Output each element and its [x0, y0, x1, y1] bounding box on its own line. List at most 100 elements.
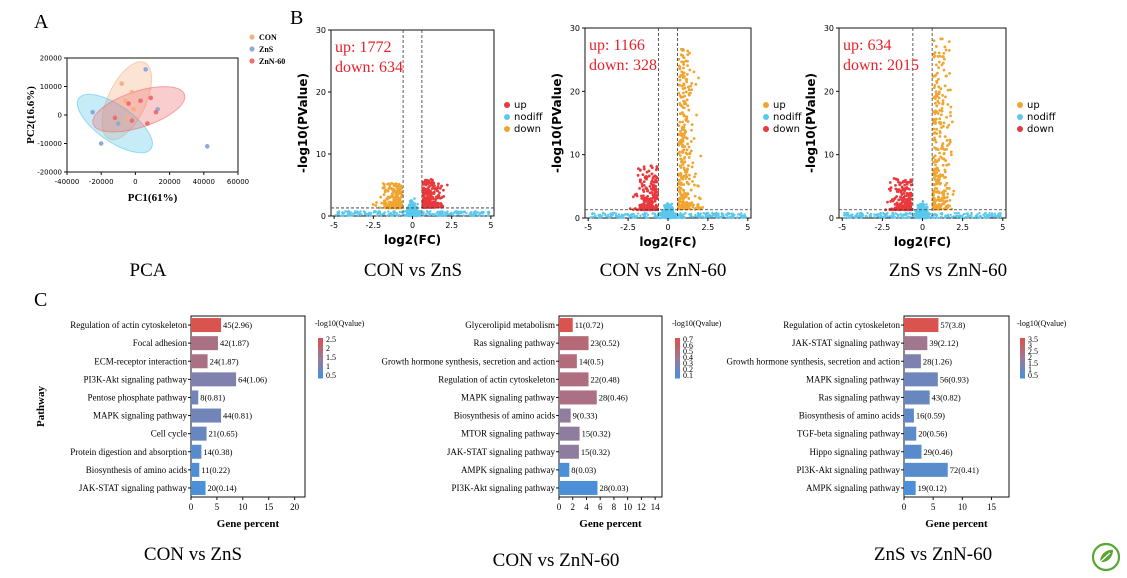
- volcano-x-tick-label: -2.5: [875, 223, 891, 232]
- volcano-point-up: [681, 201, 684, 205]
- enrich-x-tick-label: 15: [264, 502, 274, 512]
- enrich-legend-title: -log10(Qvalue): [1017, 319, 1067, 328]
- enrich-category-label: MAPK signaling pathway: [461, 392, 555, 402]
- pca-point: [90, 109, 95, 115]
- enrich-legend-gradient-step: [318, 348, 323, 351]
- enrich-legend-gradient-step: [1020, 348, 1025, 351]
- enrich-x-axis-label: Gene percent: [579, 518, 642, 530]
- enrich-x-tick-label: 4: [584, 502, 589, 512]
- volcano-point-nodiff: [953, 212, 957, 215]
- volcano-point-nodiff: [974, 215, 977, 219]
- volcano-point-nodiff: [664, 212, 668, 216]
- volcano-point-nodiff: [623, 213, 626, 216]
- volcano-point-down: [399, 195, 403, 199]
- volcano-point-up: [938, 131, 942, 135]
- volcano-point-down: [905, 191, 909, 195]
- volcano-point-up: [681, 95, 684, 99]
- volcano-point-nodiff: [419, 214, 423, 217]
- volcano-point-up: [679, 181, 683, 185]
- volcano-point-up: [696, 184, 700, 188]
- volcano-point-up: [684, 195, 687, 199]
- volcano-point-down: [649, 187, 653, 191]
- volcano-point-up: [433, 187, 437, 191]
- volcano-point-down: [650, 172, 654, 176]
- volcano-point-up: [932, 206, 936, 210]
- volcano-point-nodiff: [593, 212, 596, 215]
- volcano-point-nodiff: [473, 214, 476, 218]
- volcano-point-nodiff: [925, 203, 928, 206]
- volcano-point-up: [683, 123, 687, 127]
- volcano-y-tick-label: 30: [824, 24, 834, 33]
- volcano-point-nodiff: [920, 212, 923, 215]
- volcano-point-down: [645, 205, 649, 209]
- enrich-category-label: Ras signaling pathway: [819, 392, 901, 402]
- volcano-point-up: [681, 137, 685, 141]
- volcano-point-up: [937, 60, 941, 64]
- volcano-point-up: [935, 127, 939, 131]
- volcano-point-nodiff: [688, 213, 691, 216]
- volcano-point-up: [685, 80, 689, 84]
- volcano-point-down: [652, 175, 656, 179]
- volcano-point-up: [432, 197, 435, 201]
- volcano-point-down: [640, 182, 644, 186]
- volcano-point-up: [944, 48, 948, 52]
- volcano-point-nodiff: [907, 216, 911, 219]
- volcano-point-nodiff: [711, 211, 714, 215]
- volcano-point-up: [691, 179, 694, 183]
- volcano-point-down: [388, 204, 392, 207]
- pca-point: [145, 121, 150, 126]
- volcano-point-down: [393, 198, 397, 202]
- volcano-point-up: [684, 115, 688, 119]
- volcano-point-up: [935, 104, 939, 108]
- enrich-x-tick-label: 2: [570, 502, 575, 512]
- volcano-point-down: [906, 187, 910, 191]
- volcano-point-nodiff: [940, 215, 943, 219]
- volcano-point-nodiff: [341, 214, 344, 217]
- volcano-point-down: [397, 201, 401, 205]
- volcano-point-up: [948, 199, 952, 202]
- volcano-point-up: [937, 77, 940, 81]
- volcano-point-down: [395, 192, 399, 196]
- volcano-point-up: [947, 40, 951, 44]
- volcano-point-nodiff: [383, 211, 386, 214]
- volcano-point-nodiff: [879, 212, 882, 215]
- volcano-point-down: [648, 208, 652, 212]
- volcano-point-nodiff: [359, 210, 362, 213]
- volcano-point-up: [938, 109, 942, 112]
- enrich-legend-gradient-step: [318, 356, 323, 359]
- volcano-point-nodiff: [860, 216, 863, 220]
- volcano-point-nodiff: [844, 212, 848, 216]
- volcano-point-up: [681, 195, 684, 199]
- volcano-point-up: [942, 157, 946, 161]
- enrich-bar: [559, 390, 597, 405]
- volcano-point-nodiff: [689, 214, 693, 218]
- volcano-point-up: [434, 197, 438, 201]
- volcano-legend-marker: [763, 102, 769, 108]
- volcano-point-nodiff: [849, 216, 852, 219]
- volcano-point-up: [681, 74, 685, 78]
- pca-point: [119, 81, 125, 86]
- volcano-point-nodiff: [609, 212, 612, 216]
- enrich-legend-tick-label: 0.3: [683, 359, 693, 368]
- volcano-legend-marker: [1017, 102, 1023, 108]
- enrich-category-label: Growth hormone synthesis, secretion and …: [382, 356, 556, 366]
- volcano-point-nodiff: [639, 214, 642, 218]
- volcano-point-up: [687, 177, 691, 181]
- enrich-legend-tick-label: 0.5: [1028, 371, 1038, 380]
- enrich-bar-label: 11(0.22): [201, 465, 230, 475]
- volcano-point-up: [686, 85, 690, 89]
- volcano-point-nodiff: [378, 211, 382, 215]
- volcano-point-down: [908, 202, 911, 206]
- volcano-point-up: [938, 175, 942, 179]
- enrich-bar: [191, 390, 199, 405]
- volcano-point-nodiff: [927, 215, 930, 219]
- volcano-point-down: [384, 202, 388, 205]
- enrich-category-label: Ras signaling pathway: [474, 338, 556, 348]
- volcano-point-nodiff: [846, 216, 850, 219]
- volcano-point-up: [942, 51, 946, 55]
- volcano-point-up: [679, 174, 683, 178]
- volcano-point-up: [438, 186, 442, 190]
- volcano-point-nodiff: [702, 211, 705, 215]
- volcano-legend-marker: [763, 114, 769, 120]
- volcano-point-nodiff: [386, 214, 389, 217]
